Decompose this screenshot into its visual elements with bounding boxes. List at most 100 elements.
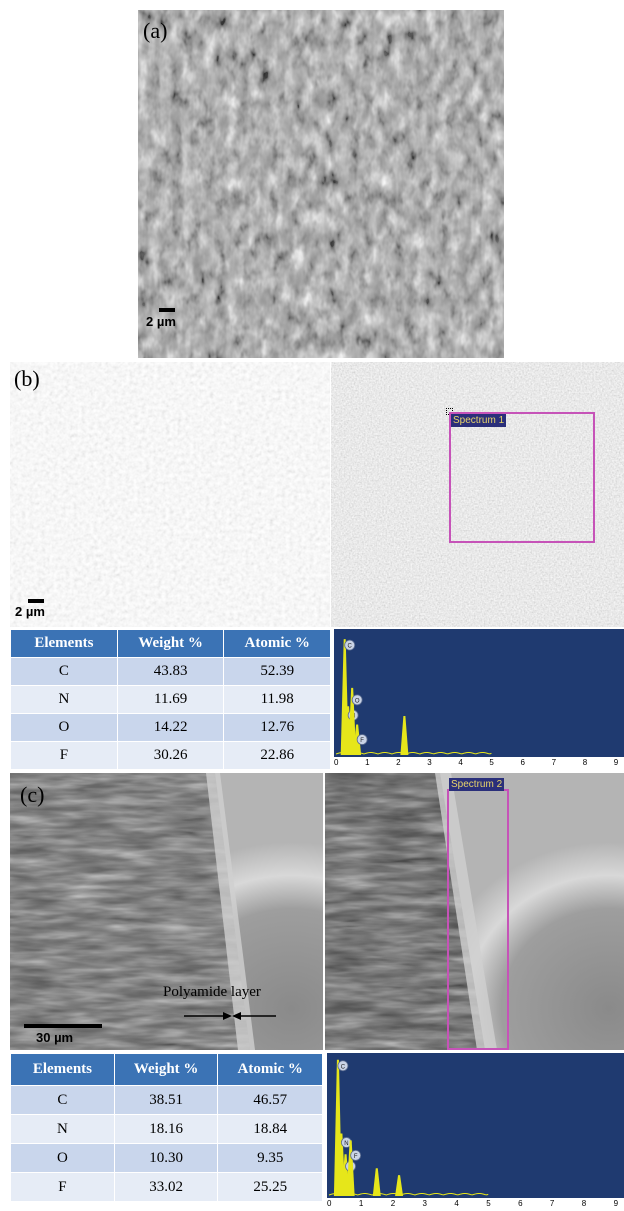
table-cell: 12.76 [223, 713, 331, 742]
axis-tick-label: 9 [613, 1199, 619, 1208]
peak-marker-f: F [356, 734, 368, 745]
table-cell: 14.22 [116, 713, 225, 742]
table-cell: C [10, 1085, 115, 1115]
table-cell: 52.39 [223, 657, 331, 686]
table-row: F 33.02 25.25 [10, 1172, 323, 1202]
sem-image-c-right [325, 773, 624, 1050]
table-cell: 18.16 [113, 1114, 219, 1144]
sem-texture-b-right [331, 362, 624, 627]
spectrum-peak [372, 1168, 381, 1196]
table-cell: F [10, 1172, 115, 1202]
panel-label-c: (c) [20, 782, 45, 807]
axis-tick-label: 3 [427, 758, 432, 767]
sem-image-b-right [331, 362, 624, 627]
table-row: F 30.26 22.86 [10, 741, 331, 770]
axis-tick-label: 5 [486, 1199, 491, 1208]
table-row: C 38.51 46.57 [10, 1085, 323, 1115]
sem-texture-b-left [10, 362, 330, 627]
table-cell: 18.84 [217, 1114, 323, 1144]
axis-tick-label: 0 [334, 758, 339, 767]
axis-tick-label: 7 [549, 1199, 555, 1208]
sem-texture-c-right [325, 773, 624, 1050]
col-header-atomic: Atomic % [217, 1053, 323, 1086]
svg-text:F: F [360, 738, 364, 744]
table-cell: 9.35 [217, 1143, 323, 1173]
edx-spectrum-c: CNOF [327, 1053, 624, 1198]
table-row: N 11.69 11.98 [10, 685, 331, 714]
table-cell: 11.98 [223, 685, 331, 714]
spectrum-2-label: Spectrum 2 [449, 778, 505, 791]
table-cell: 38.51 [113, 1085, 219, 1115]
axis-tick-label: 4 [458, 758, 463, 767]
col-header-weight: Weight % [116, 629, 225, 658]
spectrum-1-label: Spectrum 1 [451, 414, 507, 427]
scale-bar-b [28, 599, 44, 603]
panel-label-b: (b) [14, 366, 40, 391]
table-cell: C [10, 657, 118, 686]
peak-marker-o: O [351, 694, 363, 706]
axis-tick-label: 8 [581, 1199, 587, 1208]
scale-bar-label-a: 2 µm [146, 314, 176, 329]
spectrum-1-box [449, 412, 595, 543]
table-cell: O [10, 713, 118, 742]
table-cell: 10.30 [113, 1143, 219, 1173]
scale-bar-label-c: 30 µm [36, 1030, 74, 1045]
col-header-elements: Elements [10, 1053, 115, 1086]
table-row: O 14.22 12.76 [10, 713, 331, 742]
svg-text:C: C [341, 1064, 346, 1070]
axis-tick-label: 7 [551, 758, 557, 767]
table-cell: 30.26 [116, 741, 225, 770]
table-cell: N [10, 685, 118, 714]
table-cell: 25.25 [217, 1172, 323, 1202]
scale-bar-a [159, 308, 175, 312]
peak-marker-c: C [344, 639, 356, 651]
axis-tick-label: 6 [518, 1199, 523, 1208]
sem-image-c-left [10, 773, 323, 1050]
table-row: N 18.16 18.84 [10, 1114, 323, 1144]
axis-tick-label: 1 [365, 758, 370, 767]
spectrum-baseline [335, 752, 492, 755]
arrow-left-icon [232, 1012, 276, 1020]
axis-tick-label: 1 [358, 1199, 364, 1208]
axis-tick-label: 9 [613, 758, 619, 767]
svg-text:O: O [355, 698, 360, 704]
svg-text:C: C [348, 644, 353, 650]
table-row: C 43.83 52.39 [10, 657, 331, 686]
edx-table-b: Elements Weight % Atomic % C 43.83 52.39… [10, 629, 331, 770]
table-row: O 10.30 9.35 [10, 1143, 323, 1173]
sem-image-a [138, 10, 504, 358]
spectrum-peak [346, 1140, 355, 1196]
sem-image-b-left [10, 362, 330, 627]
edx-table-c: Elements Weight % Atomic % C 38.51 46.57… [10, 1053, 323, 1202]
axis-tick-label: 8 [582, 758, 588, 767]
svg-text:F: F [354, 1154, 358, 1160]
axis-tick-label: 5 [489, 758, 494, 767]
axis-tick-label: 3 [422, 1199, 427, 1208]
col-header-weight: Weight % [113, 1053, 219, 1086]
peak-marker-c: C [337, 1060, 349, 1072]
table-cell: F [10, 741, 118, 770]
col-header-elements: Elements [10, 629, 118, 658]
axis-tick-label: 4 [454, 1199, 459, 1208]
table-cell: 46.57 [217, 1085, 323, 1115]
table-header-row: Elements Weight % Atomic % [10, 629, 331, 658]
axis-tick-label: 2 [390, 1199, 396, 1208]
panel-label-a: (a) [143, 18, 168, 43]
table-cell: 22.86 [223, 741, 331, 770]
table-cell: 33.02 [113, 1172, 219, 1202]
polyamide-layer-annotation: Polyamide layer [163, 984, 261, 1000]
axis-tick-label: 6 [520, 758, 525, 767]
spectrum-2-box [447, 789, 509, 1050]
arrows-polyamide [184, 1012, 276, 1020]
table-cell: N [10, 1114, 115, 1144]
axis-tick-label: 0 [327, 1199, 332, 1208]
arrow-right-icon [184, 1012, 232, 1020]
table-cell: 11.69 [116, 685, 225, 714]
spectrum-peak [395, 1175, 404, 1196]
table-header-row: Elements Weight % Atomic % [10, 1053, 323, 1086]
scale-bar-c [24, 1024, 102, 1028]
sem-texture-c-left [10, 773, 323, 1050]
edx-spectrum-b-plot: CNOF [335, 639, 492, 755]
axis-tick-label: 2 [396, 758, 401, 767]
col-header-atomic: Atomic % [223, 629, 331, 658]
